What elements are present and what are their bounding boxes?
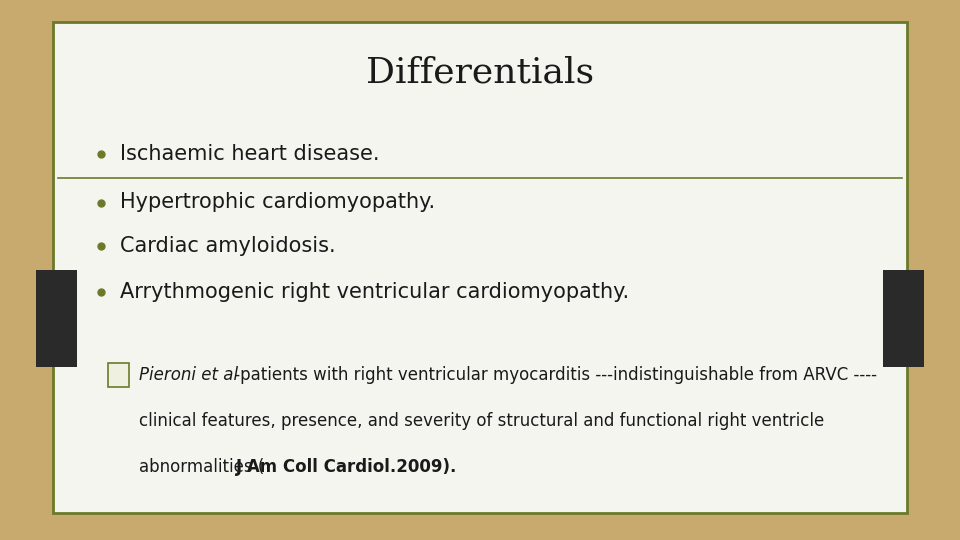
Text: Pieroni et al: Pieroni et al: [139, 366, 238, 384]
Bar: [883, 270, 924, 367]
Text: J Am Coll Cardiol.2009).: J Am Coll Cardiol.2009).: [236, 458, 457, 476]
Text: Cardiac amyloidosis.: Cardiac amyloidosis.: [120, 235, 336, 256]
Text: Hypertrophic cardiomyopathy.: Hypertrophic cardiomyopathy.: [120, 192, 435, 213]
Text: Ischaemic heart disease.: Ischaemic heart disease.: [120, 144, 379, 164]
Text: clinical features, presence, and severity of structural and functional right ven: clinical features, presence, and severit…: [139, 412, 825, 430]
Text: Arrythmogenic right ventricular cardiomyopathy.: Arrythmogenic right ventricular cardiomy…: [120, 281, 629, 302]
Bar: [108, 363, 129, 387]
Text: -patients with right ventricular myocarditis ---indistinguishable from ARVC ----: -patients with right ventricular myocard…: [229, 366, 877, 384]
Text: Differentials: Differentials: [366, 56, 594, 90]
Bar: [53, 22, 907, 513]
Bar: [36, 270, 77, 367]
Text: abnormalities (: abnormalities (: [139, 458, 270, 476]
